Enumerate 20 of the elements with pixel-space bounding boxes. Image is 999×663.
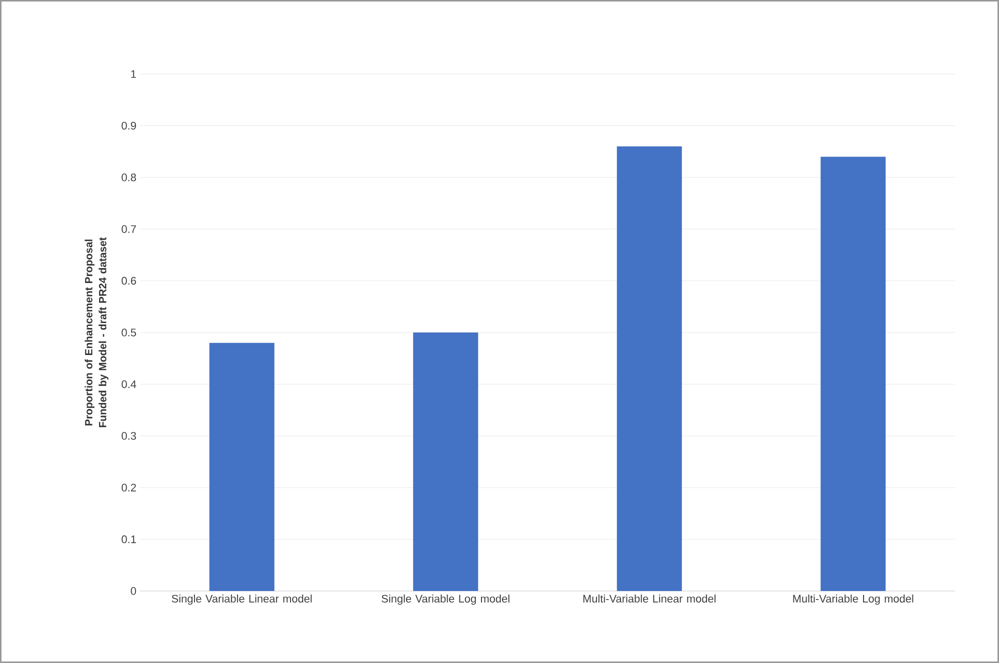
y-tick-label: 0.3 [122, 432, 136, 440]
bar [413, 332, 478, 591]
bar [820, 156, 886, 591]
y-axis-title: Proportion of Enhancement Proposal Funded by Model - draft PR24 dataset [84, 237, 108, 428]
y-tick-label: 0.7 [122, 225, 136, 233]
y-tick-label: 0.2 [122, 484, 136, 492]
x-tick-label: Single Variable Log model [382, 594, 510, 605]
x-tick-label: Single Variable Linear model [172, 594, 312, 605]
y-tick-label: 0.5 [122, 328, 136, 336]
bar [616, 146, 682, 591]
y-tick-label: 0.9 [122, 122, 136, 130]
bar [209, 342, 274, 591]
y-tick-label: 0.8 [122, 174, 136, 182]
x-tick-label: Multi-Variable Linear model [583, 594, 716, 603]
y-tick-label: 0 [130, 587, 136, 595]
x-tick-label: Multi-Variable Log model [793, 594, 914, 605]
y-tick-label: 1 [131, 70, 136, 78]
y-tick-label: 0.4 [122, 380, 136, 388]
y-tick-label: 0.1 [122, 535, 136, 544]
y-tick-label: 0.6 [122, 276, 136, 285]
